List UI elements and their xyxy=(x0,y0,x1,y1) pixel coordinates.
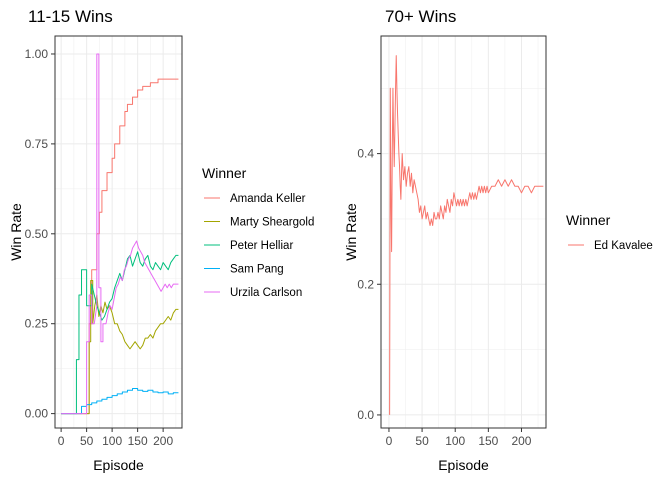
chart-left-grid xyxy=(55,36,182,428)
series-line-ed-kavalee xyxy=(389,55,544,415)
chart-right-plot-border xyxy=(380,35,547,429)
y-tick-label: 0.00 xyxy=(25,407,49,421)
series-line-amanda-keller xyxy=(61,78,179,415)
chart-left-plot-border xyxy=(54,35,183,429)
chart-right: 70+ Wins 0.00.20.4 0 50 100 150 200 Episode … xyxy=(343,7,653,473)
legend-label: Amanda Keller xyxy=(230,193,306,205)
y-tick-label: 0.75 xyxy=(25,137,49,151)
series-line-sam-pang xyxy=(61,387,179,415)
y-tick-label: 0.0 xyxy=(357,408,374,422)
x-tick-label: 50 xyxy=(80,434,94,448)
y-tick-label: 1.00 xyxy=(25,47,49,61)
chart-right-legend: Winner Ed Kavalee xyxy=(566,212,653,252)
series-line-urzila-carlson xyxy=(61,53,179,415)
y-tick-label: 0.4 xyxy=(357,147,374,161)
chart-left-title: 11-15 Wins xyxy=(28,7,113,26)
chart-right-grid xyxy=(381,36,546,428)
x-tick-label: 100 xyxy=(445,434,465,448)
x-tick-label: 200 xyxy=(153,434,173,448)
x-tick-label: 0 xyxy=(58,434,65,448)
x-tick-label: 150 xyxy=(478,434,498,448)
chart-left-x-axis-label: Episode xyxy=(93,457,144,473)
chart-left-legend: Winner Amanda Keller Marty Sheargold Peter… xyxy=(202,165,314,299)
chart-left: 11-15 Wins 0.00 0.25 0.50 0.75 1.00 0 50 100 15… xyxy=(8,7,314,473)
x-tick-label: 100 xyxy=(102,434,122,448)
y-tick-label: 0.50 xyxy=(25,227,49,241)
chart-left-y-ticks: 0.00 0.25 0.50 0.75 1.00 xyxy=(25,47,55,421)
chart-left-legend-title: Winner xyxy=(202,165,247,181)
legend-label: Ed Kavalee xyxy=(594,240,653,252)
chart-left-y-axis-label: Win Rate xyxy=(8,203,24,261)
chart-right-y-axis-label: Win Rate xyxy=(343,203,359,261)
chart-right-legend-title: Winner xyxy=(566,212,611,228)
legend-label: Urzila Carlson xyxy=(230,287,302,299)
series-line-marty-sheargold xyxy=(61,280,179,415)
legend-label: Marty Sheargold xyxy=(230,217,314,229)
chart-right-series-group xyxy=(389,55,544,415)
chart-right-y-ticks: 0.0 0.2 0.4 xyxy=(357,147,381,422)
legend-label: Sam Pang xyxy=(230,264,284,276)
y-tick-label: 0.25 xyxy=(25,317,49,331)
x-tick-label: 150 xyxy=(128,434,148,448)
x-tick-label: 0 xyxy=(386,434,393,448)
chart-right-x-ticks: 0 50 100 150 200 xyxy=(386,428,532,448)
x-tick-label: 200 xyxy=(511,434,531,448)
chart-left-x-ticks: 0 50 100 150 200 xyxy=(58,428,173,448)
series-line-peter-helliar xyxy=(61,251,179,415)
chart-left-series-group xyxy=(61,53,179,415)
chart-right-title: 70+ Wins xyxy=(385,7,456,26)
legend-label: Peter Helliar xyxy=(230,240,293,252)
chart-right-x-axis-label: Episode xyxy=(438,457,489,473)
x-tick-label: 50 xyxy=(415,434,429,448)
y-tick-label: 0.2 xyxy=(357,277,374,291)
